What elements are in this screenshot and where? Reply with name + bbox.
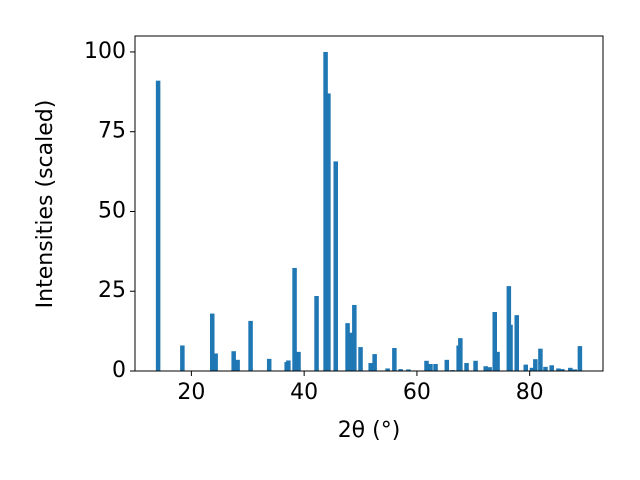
y-axis-label: Intensities (scaled) (33, 100, 58, 309)
bar (248, 320, 253, 371)
bar (424, 360, 429, 371)
bar (577, 346, 583, 371)
bar (368, 363, 373, 371)
plot-frame (134, 35, 604, 372)
bar (349, 332, 354, 371)
bar (235, 359, 240, 371)
bar (492, 311, 497, 371)
bar (487, 367, 492, 371)
x-tick-label: 60 (403, 380, 431, 405)
bar (560, 369, 565, 371)
bar (180, 345, 185, 371)
bar (292, 267, 297, 371)
y-tick-label: 0 (112, 358, 126, 383)
y-tick-label: 25 (98, 278, 126, 303)
bar (549, 365, 554, 371)
bar (326, 93, 331, 371)
bar (444, 359, 450, 371)
bar (296, 351, 301, 371)
y-tick-label: 75 (98, 119, 126, 144)
x-tick-label: 80 (516, 380, 544, 405)
x-tick-label: 20 (177, 380, 205, 405)
bar (155, 80, 161, 372)
bar (473, 360, 478, 371)
bar (495, 351, 500, 371)
bar (533, 359, 538, 371)
bar (398, 369, 403, 371)
y-tick-label: 50 (98, 198, 126, 223)
bar (333, 161, 338, 371)
bar (231, 351, 236, 371)
bar (286, 360, 291, 371)
bar (385, 368, 390, 371)
bar (428, 363, 433, 371)
bar (314, 296, 319, 371)
bar (556, 368, 561, 371)
bar (523, 364, 529, 371)
bar (543, 366, 548, 371)
x-axis-label: 2θ (°) (338, 418, 401, 443)
bar (529, 367, 535, 371)
bar (572, 369, 578, 371)
bar (568, 367, 573, 371)
bar (209, 313, 215, 371)
bar (358, 347, 363, 371)
bar (464, 363, 469, 371)
bar (345, 323, 350, 371)
bar (538, 348, 543, 371)
bar (213, 353, 218, 371)
bar (392, 348, 397, 371)
bar (458, 338, 463, 371)
x-tick-label: 40 (290, 380, 318, 405)
y-tick-label: 100 (84, 39, 126, 64)
bar (433, 363, 438, 371)
bar (352, 304, 357, 371)
bar (406, 369, 411, 371)
bar (508, 324, 513, 371)
bar (266, 358, 272, 371)
bar (514, 315, 519, 371)
bar (372, 354, 377, 371)
bar (483, 366, 488, 371)
bar (323, 51, 328, 371)
